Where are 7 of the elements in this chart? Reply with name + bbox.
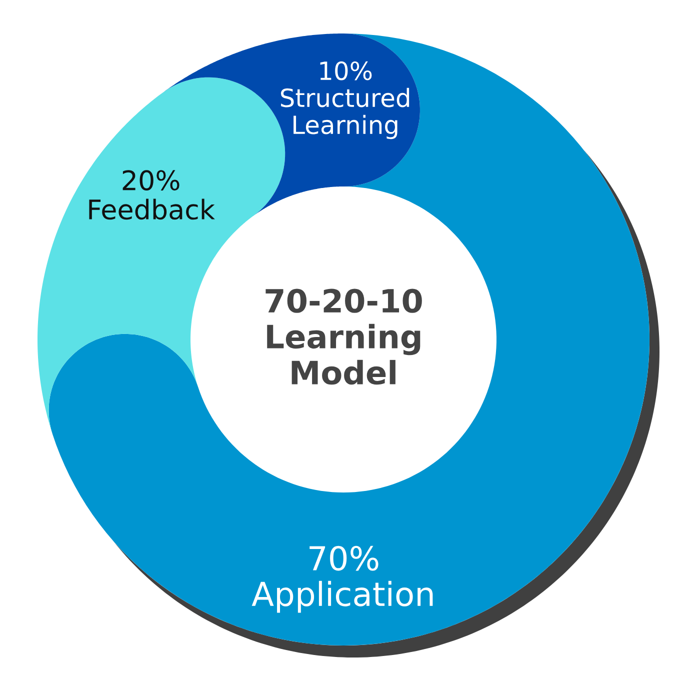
slice-label: Feedback <box>89 198 215 220</box>
data-label: 70% <box>310 546 378 571</box>
data-label: 20% <box>122 170 180 190</box>
text: 70-20-10 Learning Model <box>266 288 422 385</box>
slice-label: Structured Learning <box>280 88 410 140</box>
data-label: 10% <box>320 61 372 80</box>
slice-label: Application <box>252 580 433 613</box>
